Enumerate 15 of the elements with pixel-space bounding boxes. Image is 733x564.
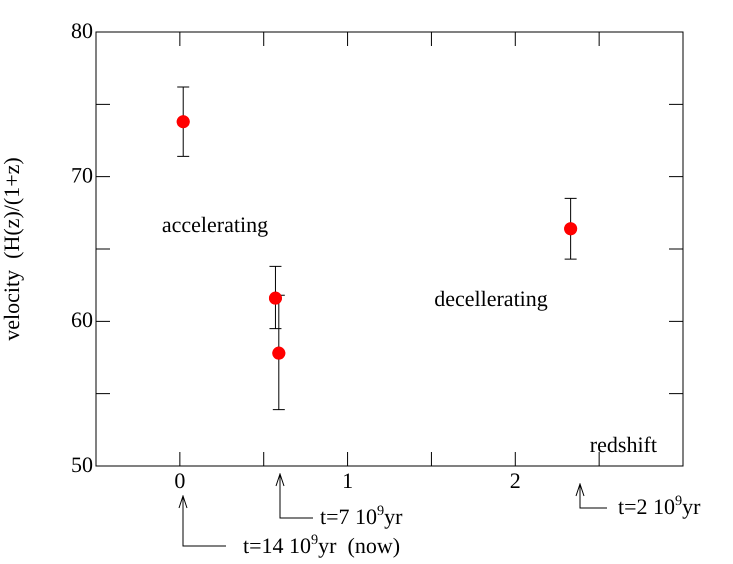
point — [272, 346, 286, 360]
point — [176, 115, 190, 128]
y-tick-label: 50 — [71, 452, 93, 477]
point — [268, 292, 282, 305]
y-tick-label: 70 — [71, 162, 93, 188]
point — [564, 222, 578, 236]
annotation: accelerating — [162, 212, 268, 237]
x-tick-label: 1 — [342, 468, 354, 493]
x-axis-title: redshift — [590, 432, 657, 457]
annotation: decellerating — [434, 286, 548, 311]
x-tick-label: 2 — [510, 468, 521, 493]
y-tick-label: 80 — [71, 18, 93, 43]
y-axis-title: velocity (H(z)/(1+z) — [0, 157, 24, 341]
y-tick-label: 60 — [71, 307, 93, 332]
x-tick-label: 0 — [174, 468, 186, 493]
